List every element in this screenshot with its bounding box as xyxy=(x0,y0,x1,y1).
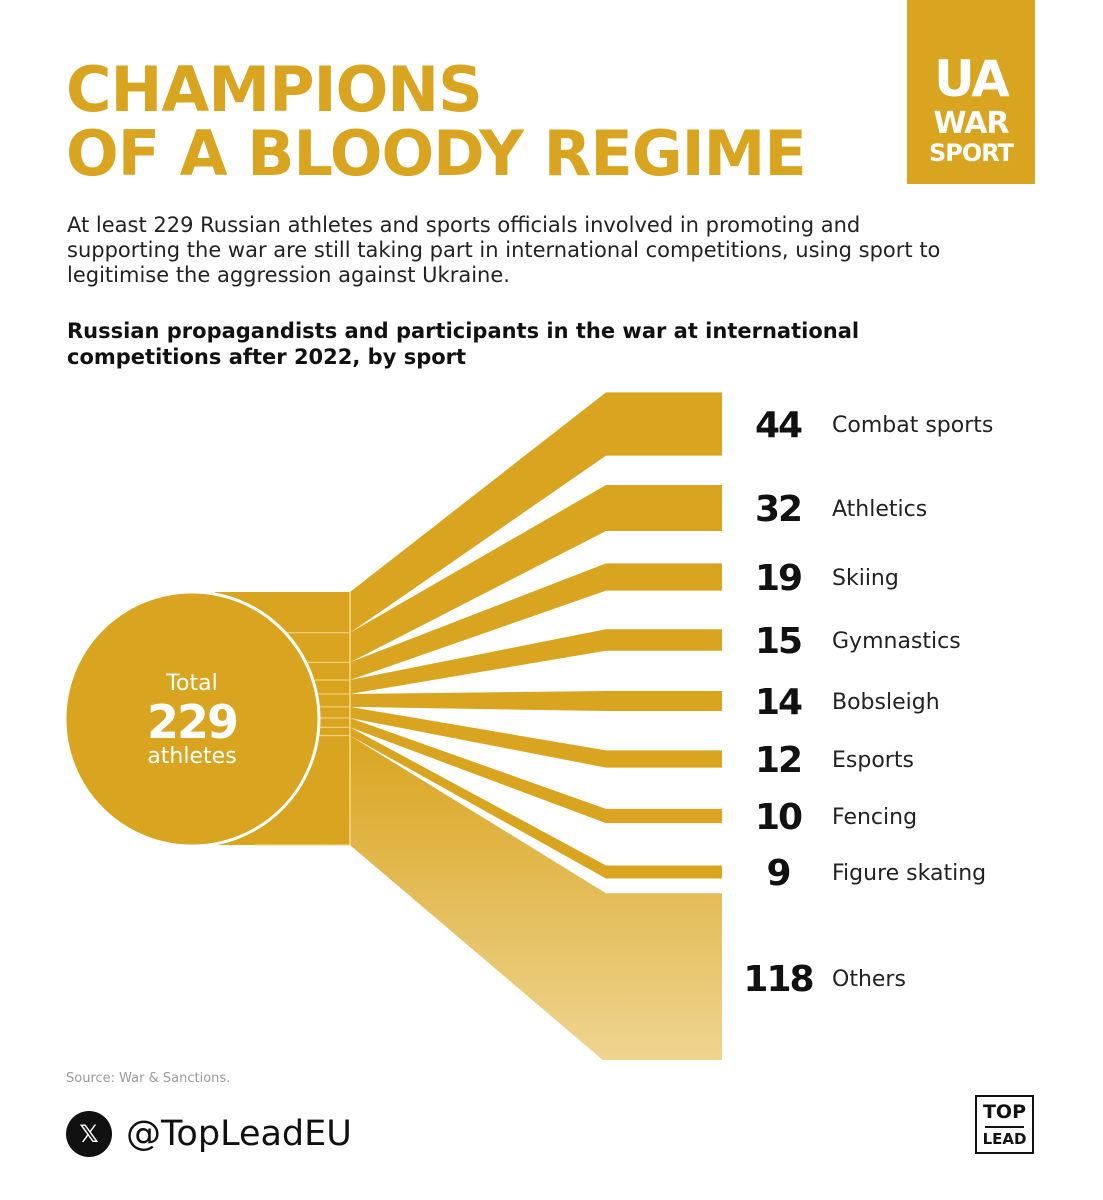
flow-athletics xyxy=(350,485,722,663)
value-label: 12 xyxy=(755,740,801,781)
flow-gymnastics xyxy=(350,629,722,694)
flow-bobsleigh xyxy=(350,690,722,712)
value-label: 14 xyxy=(755,682,802,723)
source-note: Source: War & Sanctions. xyxy=(66,1071,231,1086)
total-circle xyxy=(63,590,321,848)
logo-line-3: SPORT xyxy=(928,139,1014,167)
flow-others xyxy=(350,735,722,1060)
logo-line-1: UA xyxy=(934,50,1010,108)
ua-war-sport-logo: UA WAR SPORT xyxy=(907,0,1035,184)
total-label-top: Total xyxy=(165,671,217,696)
x-logo-icon[interactable]: 𝕏 xyxy=(66,1111,112,1157)
category-label: Fencing xyxy=(832,805,917,830)
value-label: 9 xyxy=(766,853,789,894)
flow-fencing xyxy=(350,718,722,824)
title-line-2: OF A BLOODY REGIME xyxy=(66,117,807,190)
category-label: Combat sports xyxy=(832,413,993,438)
category-label: Esports xyxy=(832,748,914,773)
sankey-chart: 44 Combat sports 32 Athletics 19 Skiing 15 Gymn… xyxy=(63,392,993,1060)
flow-esports xyxy=(350,706,722,768)
page-title: CHAMPIONS OF A BLOODY REGIME xyxy=(66,53,807,190)
total-label-bottom: athletes xyxy=(147,744,236,769)
logo-line-2: WAR xyxy=(933,106,1009,141)
value-label: 32 xyxy=(755,489,801,530)
chart-subtitle: Russian propagandists and participants i… xyxy=(67,319,860,369)
category-label: Bobsleigh xyxy=(832,690,940,715)
value-label: 19 xyxy=(755,558,801,599)
social-handle[interactable]: @TopLeadEU xyxy=(126,1114,352,1154)
toplead-logo-line-2: LEAD xyxy=(982,1130,1027,1148)
title-line-1: CHAMPIONS xyxy=(66,53,483,126)
flow-combat-sports xyxy=(350,392,722,633)
value-label: 44 xyxy=(755,405,802,446)
toplead-logo-divider xyxy=(985,1126,1024,1128)
category-label: Skiing xyxy=(832,566,899,591)
category-label: Athletics xyxy=(832,497,927,522)
category-label: Gymnastics xyxy=(832,629,961,654)
category-label: Figure skating xyxy=(832,861,986,886)
category-label: Others xyxy=(832,967,906,992)
toplead-logo-line-1: TOP xyxy=(982,1101,1027,1123)
value-label: 15 xyxy=(755,621,801,662)
value-label: 118 xyxy=(743,959,812,1000)
value-label: 10 xyxy=(755,797,802,838)
toplead-logo: TOP LEAD xyxy=(975,1095,1034,1154)
intro-paragraph: At least 229 Russian athletes and sports… xyxy=(67,213,941,287)
total-value: 229 xyxy=(147,695,237,749)
flow-skiing xyxy=(350,563,722,681)
